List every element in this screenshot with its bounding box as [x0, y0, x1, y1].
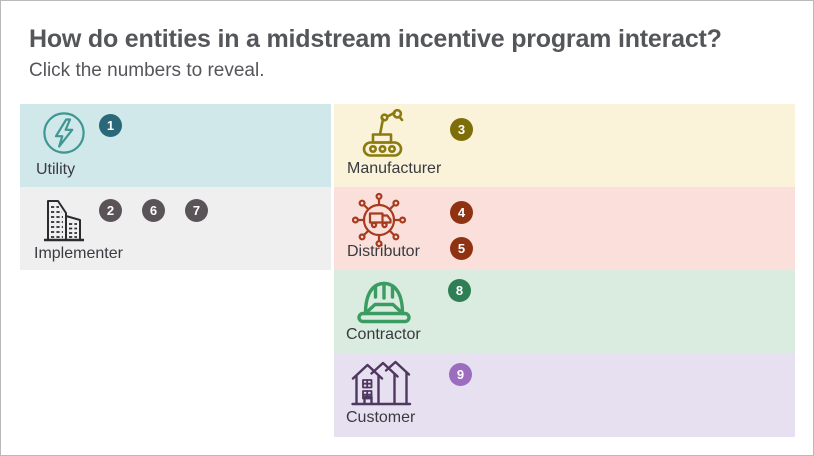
reveal-badge-2[interactable]: 2 — [99, 199, 122, 222]
lightning-circle-icon — [42, 111, 86, 155]
reveal-badge-4[interactable]: 4 — [450, 201, 473, 224]
entity-label-contractor: Contractor — [346, 326, 421, 344]
page-subtitle: Click the numbers to reveal. — [29, 60, 265, 81]
entity-label-manufacturer: Manufacturer — [347, 160, 442, 178]
entity-card-contractor: 8 Contractor — [334, 270, 795, 353]
distribution-network-icon — [350, 191, 408, 249]
reveal-badge-8[interactable]: 8 — [448, 279, 471, 302]
entity-card-implementer: 2 6 7 Implementer — [20, 187, 331, 270]
robot-arm-icon — [360, 107, 410, 159]
reveal-badge-3[interactable]: 3 — [450, 118, 473, 141]
entity-card-customer: 9 Customer — [334, 353, 795, 437]
reveal-badge-7[interactable]: 7 — [185, 199, 208, 222]
reveal-badge-1[interactable]: 1 — [99, 114, 122, 137]
reveal-badge-6[interactable]: 6 — [142, 199, 165, 222]
office-buildings-icon — [37, 194, 89, 244]
page-title: How do entities in a midstream incentive… — [29, 25, 722, 53]
entity-card-utility: 1 Utility — [20, 104, 331, 187]
entity-card-distributor: 4 5 Distributor — [334, 187, 795, 270]
entity-label-utility: Utility — [36, 161, 76, 179]
entity-label-customer: Customer — [346, 409, 416, 427]
entity-label-distributor: Distributor — [347, 243, 420, 261]
entity-label-implementer: Implementer — [34, 245, 123, 263]
entity-card-manufacturer: 3 Manufacturer — [334, 104, 795, 187]
reveal-badge-5[interactable]: 5 — [450, 237, 473, 260]
hard-hat-icon — [355, 274, 413, 326]
houses-icon — [350, 357, 416, 411]
reveal-badge-9[interactable]: 9 — [449, 363, 472, 386]
